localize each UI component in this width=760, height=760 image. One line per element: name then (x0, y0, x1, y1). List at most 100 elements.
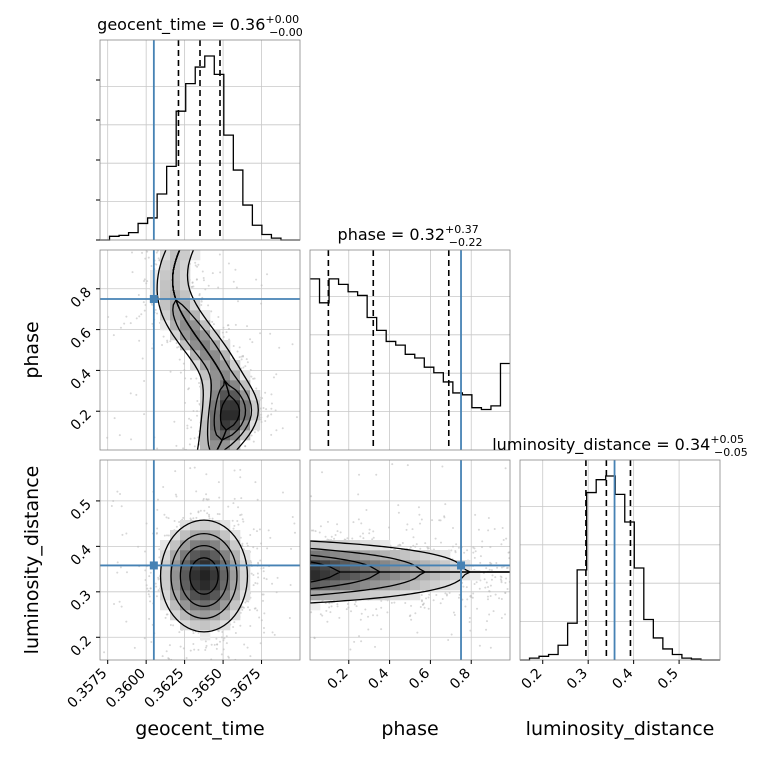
density-cell (220, 570, 231, 581)
panel-title-phase: phase = 0.32+0.37 −0.22 (338, 223, 483, 249)
sample-point (243, 643, 246, 646)
sample-point (452, 545, 455, 548)
density-cell (370, 580, 381, 591)
density-cell (240, 580, 251, 591)
sample-point (239, 624, 242, 627)
sample-point (182, 362, 185, 365)
sample-point (339, 531, 342, 534)
sample-point (251, 341, 254, 344)
density-cell (200, 590, 211, 601)
xlabel-phase: phase (381, 718, 438, 740)
sample-point (165, 516, 168, 519)
sample-point (328, 602, 331, 605)
sample-point (194, 261, 197, 264)
density-cell (170, 250, 181, 261)
sample-point (148, 617, 151, 620)
sample-point (504, 613, 507, 616)
sample-point (260, 413, 263, 416)
sample-point (157, 576, 160, 579)
sample-point (338, 616, 341, 619)
sample-point (272, 376, 275, 379)
sample-point (487, 529, 490, 532)
sample-point (192, 632, 195, 635)
sample-point (208, 506, 211, 509)
density-cell (180, 530, 191, 541)
sample-point (222, 335, 225, 338)
density-cell (230, 600, 241, 611)
sample-point (498, 597, 501, 600)
density-cell (380, 550, 391, 561)
sample-point (241, 608, 244, 611)
sample-point (406, 523, 409, 526)
sample-point (419, 522, 422, 525)
sample-point (155, 595, 158, 598)
density-cell (420, 570, 431, 581)
density-cell (320, 540, 331, 551)
sample-point (274, 409, 277, 412)
density-cell (330, 540, 341, 551)
sample-point (485, 620, 488, 623)
sample-point (312, 529, 315, 532)
xlabel-luminosity_distance: luminosity_distance (526, 718, 715, 740)
sample-point (471, 596, 474, 599)
sample-point (234, 632, 237, 635)
ytick-label-luminosity_distance: 0.5 (68, 496, 95, 523)
density-cell (380, 540, 391, 551)
sample-point (116, 490, 119, 493)
density-cell (210, 400, 221, 411)
sample-point (154, 582, 157, 585)
sample-point (175, 525, 178, 528)
sample-point (263, 577, 266, 580)
sample-point (475, 581, 478, 584)
sample-point (273, 633, 276, 636)
sample-point (314, 530, 317, 533)
sample-point (233, 469, 236, 472)
sample-point (262, 626, 265, 629)
sample-point (198, 381, 201, 384)
sample-point (138, 315, 141, 318)
sample-point (145, 522, 148, 525)
sample-point (275, 429, 278, 432)
sample-point (164, 616, 167, 619)
sample-point (219, 271, 222, 274)
sample-point (505, 537, 508, 540)
sample-point (504, 467, 507, 470)
sample-point (249, 534, 252, 537)
sample-point (310, 495, 313, 498)
sample-point (357, 518, 360, 521)
sample-point (131, 271, 134, 274)
density-cell (240, 390, 251, 401)
sample-point (144, 257, 147, 260)
sample-point (357, 493, 360, 496)
sample-point (262, 407, 265, 410)
sample-point (428, 593, 431, 596)
sample-point (173, 420, 176, 423)
sample-point (371, 538, 374, 541)
xtick-label-phase: 0.8 (447, 666, 474, 693)
sample-point (420, 593, 423, 596)
sample-point (147, 593, 150, 596)
xtick-label-luminosity_distance: 0.2 (518, 666, 545, 693)
density-cell (170, 300, 181, 311)
sample-point (334, 534, 337, 537)
sample-point (130, 251, 133, 254)
sample-point (508, 557, 510, 560)
ytick-label-phase: 0.4 (68, 366, 95, 393)
sample-point (425, 597, 428, 600)
sample-point (202, 499, 205, 502)
density-cell (190, 570, 201, 581)
sample-point (350, 610, 353, 613)
sample-point (265, 408, 268, 411)
sample-point (166, 534, 169, 537)
sample-point (260, 542, 263, 545)
sample-point (141, 357, 144, 360)
sample-point (217, 481, 220, 484)
sample-point (147, 589, 150, 592)
ylabel-phase: phase (21, 321, 43, 378)
sample-point (466, 549, 469, 552)
density-cell (190, 550, 201, 561)
density-cell (340, 590, 351, 601)
sample-point (444, 503, 447, 506)
sample-point (202, 276, 205, 279)
sample-point (472, 551, 475, 554)
